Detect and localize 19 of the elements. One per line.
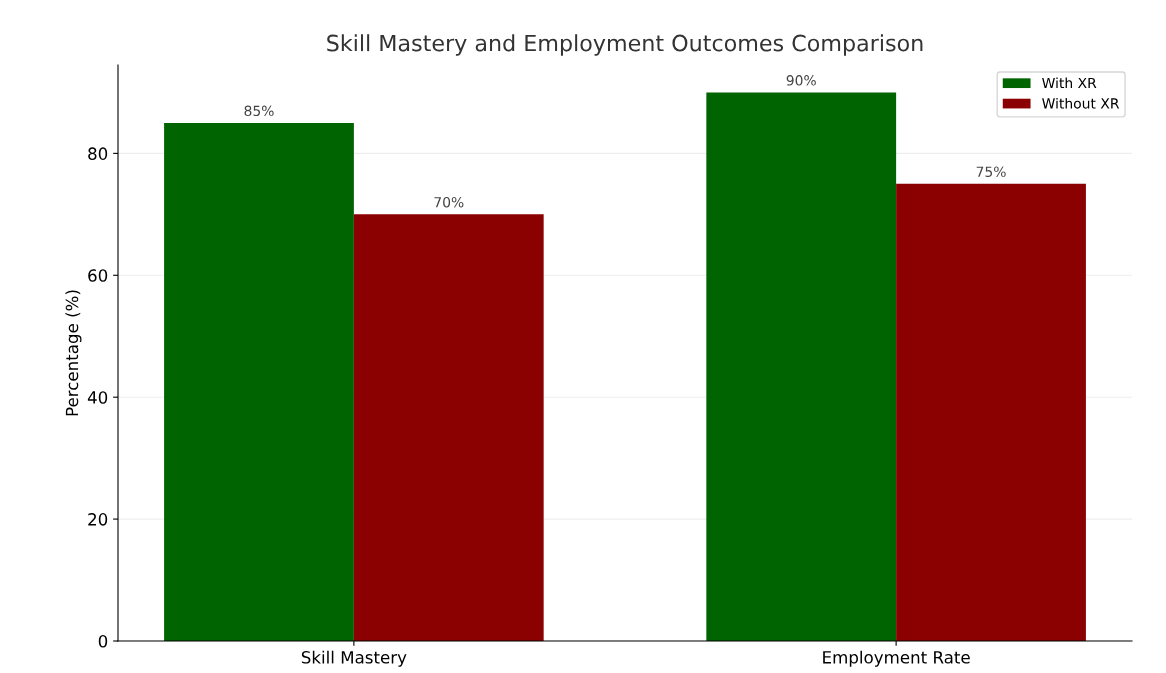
legend-label: With XR (1042, 77, 1097, 89)
bar (706, 92, 897, 641)
data-label: 75% (976, 166, 1006, 177)
x-tick-label: Skill Mastery (301, 650, 407, 667)
y-tick-label: 60 (88, 269, 108, 282)
y-tick-label: 80 (88, 147, 108, 160)
data-label: 90% (786, 75, 816, 86)
bar (164, 122, 354, 641)
x-tick-label: Employment Rate (823, 650, 970, 667)
y-tick-label: 0 (98, 634, 108, 648)
legend-label: Without XR (1042, 97, 1120, 109)
y-axis-title: Percentage (%) (65, 290, 82, 416)
bar (896, 183, 1086, 641)
y-tick-label: 20 (88, 513, 108, 526)
data-label: 70% (434, 196, 464, 208)
data-label: 85% (244, 105, 274, 117)
chart-title: Skill Mastery and Employment Outcomes Comparison (327, 34, 923, 56)
bar (353, 214, 544, 641)
y-tick-label: 40 (87, 391, 108, 404)
